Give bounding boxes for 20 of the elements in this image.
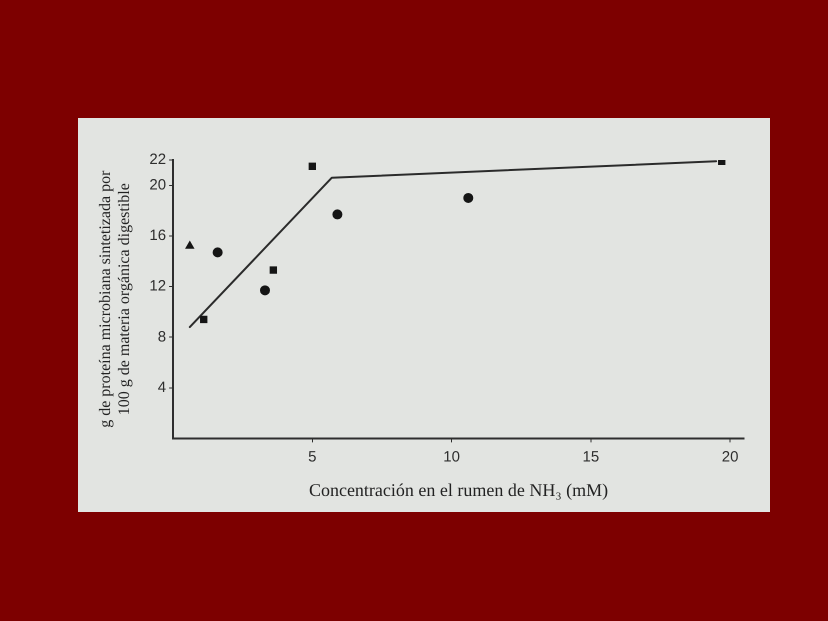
y-tick-label: 8: [158, 328, 166, 346]
point: [332, 209, 342, 220]
x-tick-label: 10: [443, 448, 460, 466]
point: [212, 247, 223, 258]
point: [185, 241, 194, 249]
x-tick-label: 20: [722, 448, 738, 466]
y-tick-label: 12: [149, 278, 166, 295]
x-axis-title: Concentración en el rumen de NH₃ (mM): [308, 480, 608, 500]
y-tick-label: 16: [149, 227, 166, 244]
y-tick-label: 4: [158, 378, 166, 396]
y-tick-label: 22: [149, 151, 166, 168]
point: [463, 192, 474, 203]
point: [270, 266, 278, 274]
point: [260, 285, 270, 296]
point: [200, 316, 208, 324]
y-tick-label: 20: [149, 176, 166, 194]
point: [308, 162, 316, 170]
x-tick-label: 5: [308, 448, 317, 466]
y-axis-title: g de proteína microbiana sintetizada por 100 g de materia orgánica digestible: [96, 170, 134, 428]
x-tick-label: 15: [582, 448, 600, 466]
